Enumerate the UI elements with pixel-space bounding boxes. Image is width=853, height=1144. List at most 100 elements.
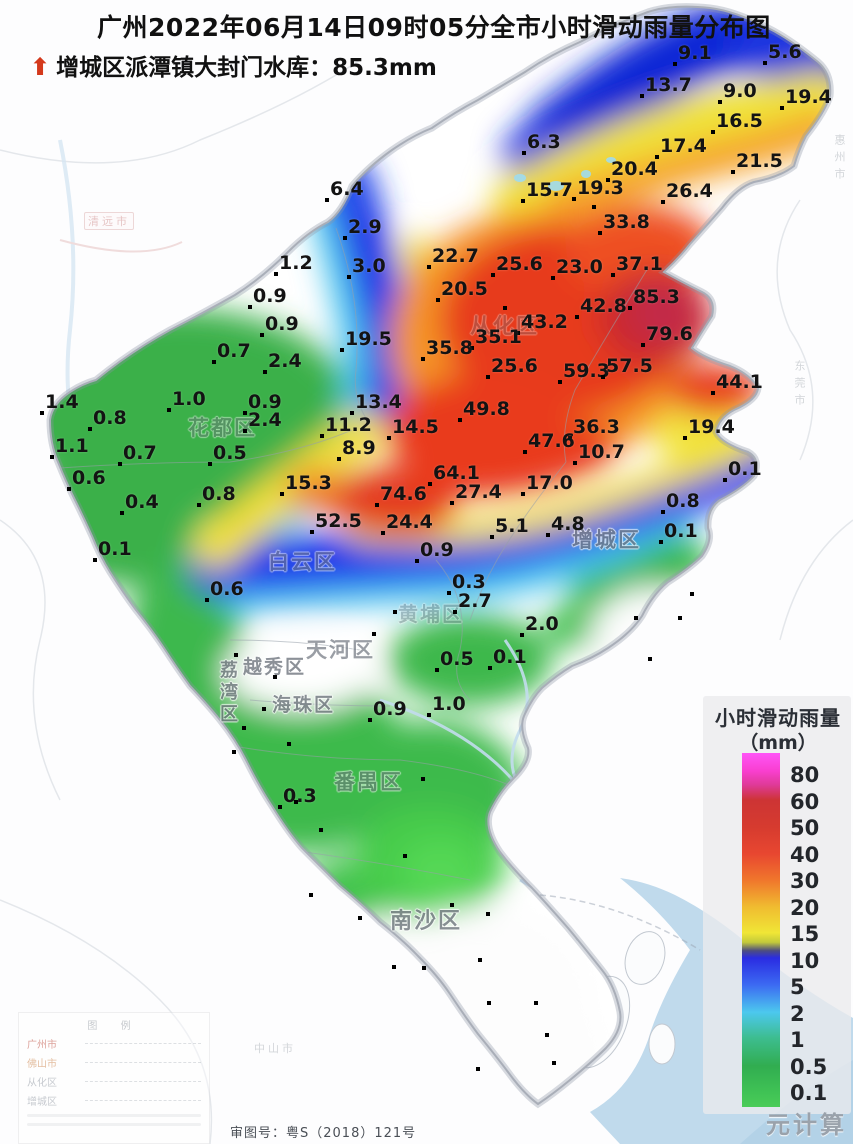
station-value-label: 6.3 — [522, 132, 561, 155]
station-dot — [274, 272, 278, 276]
station-dot — [491, 273, 495, 277]
station-value-label: 0.1 — [488, 647, 527, 670]
station-dot — [403, 854, 407, 858]
station-value-label: 0.9 — [415, 540, 454, 563]
station-dot — [573, 461, 577, 465]
station-value-label: 20.5 — [436, 279, 488, 302]
station-value-label: 19.4 — [683, 417, 735, 440]
legend-tick-label: 30 — [790, 869, 820, 893]
station-dot — [534, 1001, 538, 1005]
station-dot — [601, 375, 605, 379]
district-label: 从化区 — [470, 314, 539, 338]
station-value-label: 19.4 — [780, 87, 832, 110]
station-value-label: 15.7 — [521, 180, 573, 203]
station-dot — [310, 530, 314, 534]
station-value-label: 14.5 — [387, 417, 439, 440]
station-dot — [659, 540, 663, 544]
station-dot — [422, 966, 426, 970]
station-dot — [93, 558, 97, 562]
station-dot — [287, 742, 291, 746]
station-dot — [678, 616, 682, 620]
station-dot — [606, 178, 610, 182]
station-dot — [572, 197, 576, 201]
station-value-label: 2.9 — [343, 217, 382, 240]
district-label: 天河区 — [306, 638, 375, 662]
station-value-label: 10.7 — [573, 442, 625, 465]
basemap-city-label: 东莞市 — [793, 360, 806, 411]
station-dot — [120, 511, 124, 515]
max-rainfall-callout: ⬆ 增城区派潭镇大封门水库：85.3mm — [30, 48, 437, 82]
station-dot — [516, 331, 520, 335]
station-dot — [568, 436, 572, 440]
station-dot — [690, 592, 694, 596]
legend-tick-label: 15 — [790, 922, 820, 946]
station-dot — [611, 273, 615, 277]
station-value-label: 2.4 — [243, 410, 282, 433]
station-dot — [545, 1033, 549, 1037]
station-value-label: 25.6 — [486, 356, 538, 379]
station-dot — [381, 531, 385, 535]
station-value-label: 0.7 — [118, 443, 157, 466]
station-value-label: 6.4 — [325, 179, 364, 202]
station-dot — [641, 343, 645, 347]
district-label: 增城区 — [572, 528, 641, 552]
station-dot — [212, 360, 216, 364]
legend-tick-label: 40 — [790, 842, 820, 867]
station-dot — [427, 265, 431, 269]
station-dot — [309, 893, 313, 897]
station-dot — [450, 501, 454, 505]
station-dot — [640, 94, 644, 98]
station-dot — [243, 411, 247, 415]
station-value-label: 1.0 — [167, 389, 206, 412]
station-value-label: 0.5 — [208, 443, 247, 466]
station-dot — [486, 375, 490, 379]
station-dot — [490, 535, 494, 539]
station-dot — [780, 106, 784, 110]
legend-color-bar — [742, 753, 780, 1107]
station-value-label: 24.4 — [381, 512, 433, 535]
legend-tick-label: 2 — [790, 1001, 805, 1026]
station-dot — [655, 155, 659, 159]
station-value-label: 0.6 — [67, 468, 106, 491]
station-value-label: 2.0 — [520, 614, 559, 637]
station-dot — [325, 198, 329, 202]
station-value-label: 0.9 — [248, 286, 287, 309]
district-label: 海珠区 — [272, 694, 336, 716]
station-dot — [347, 275, 351, 279]
station-value-label: 11.2 — [320, 415, 372, 438]
station-value-label: 1.4 — [40, 392, 79, 415]
station-dot — [661, 200, 665, 204]
station-dot — [436, 298, 440, 302]
district-label: 越秀区 — [243, 656, 307, 678]
legend-tick-label: 5 — [790, 975, 805, 999]
station-dot — [598, 231, 602, 235]
station-value-label: 25.6 — [491, 254, 543, 277]
station-value-label: 27.4 — [450, 482, 502, 505]
station-value-label: 20.4 — [606, 159, 658, 182]
station-dot — [248, 305, 252, 309]
station-dot — [50, 455, 54, 459]
station-dot — [546, 533, 550, 537]
legend-tick-label: 50 — [790, 816, 820, 840]
station-value-label: 49.8 — [458, 399, 510, 422]
station-value-label: 42.8 — [575, 296, 627, 319]
district-label: 花都区 — [188, 416, 257, 440]
station-dot — [628, 306, 632, 310]
station-dot — [447, 591, 451, 595]
map-approval-number: 审图号：粤S（2018）121号 — [230, 1126, 417, 1141]
station-dot — [243, 429, 247, 433]
station-value-label: 0.6 — [205, 579, 244, 602]
station-value-label: 0.7 — [212, 341, 251, 364]
station-dot — [260, 333, 264, 337]
station-dot — [350, 411, 354, 415]
station-dot — [280, 492, 284, 496]
station-dot — [343, 236, 347, 240]
legend-tick-label: 10 — [790, 948, 820, 973]
station-dot — [372, 632, 376, 636]
station-dot — [40, 411, 44, 415]
max-rainfall-text: 增城区派潭镇大封门水库：85.3mm — [56, 55, 437, 81]
station-dot — [421, 777, 425, 781]
station-value-label: 44.1 — [711, 372, 763, 395]
